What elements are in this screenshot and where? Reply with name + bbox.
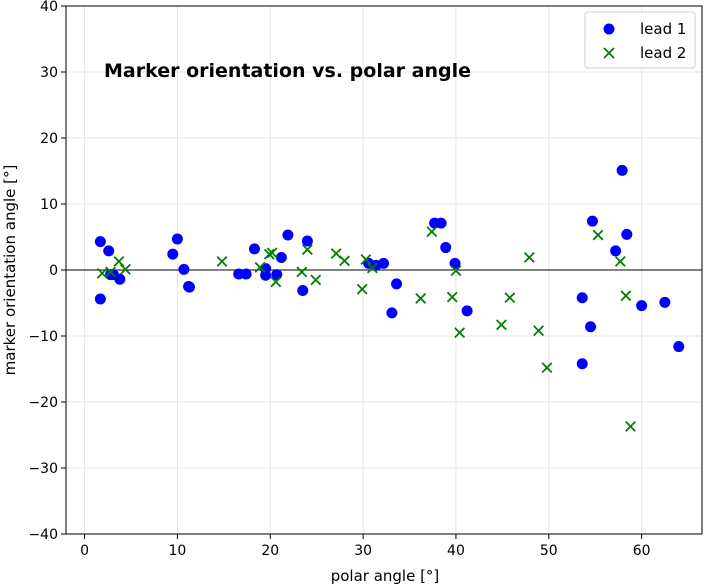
- x-tick-label: 30: [354, 543, 372, 559]
- y-tick-label: 40: [40, 0, 58, 15]
- lead-1-point: [301, 235, 313, 247]
- lead-2-point: [266, 247, 278, 259]
- lead-1-point: [94, 236, 106, 248]
- lead-1-point: [178, 263, 190, 275]
- axis-ticks: 0 10 20 30 40 50 60 −40 −30 −20 −10 0 10 20 30 40: [28, 0, 650, 559]
- legend-lead1-label: lead 1: [640, 20, 686, 38]
- legend: lead 1 lead 2: [584, 11, 696, 69]
- lead-2-point: [625, 420, 636, 432]
- lead-2-point: [360, 254, 372, 265]
- lead-2-point: [450, 265, 462, 277]
- lead-2-point: [415, 292, 427, 304]
- lead-2-point: [356, 283, 368, 295]
- y-tick-label: 0: [49, 263, 58, 279]
- lead-1-point: [636, 300, 648, 312]
- lead-2-point: [310, 274, 322, 286]
- y-tick-label: 30: [40, 65, 58, 81]
- lead-2-point: [504, 292, 516, 304]
- lead-1-point: [461, 305, 473, 317]
- y-tick-label: −30: [28, 461, 58, 477]
- lead-1-point: [391, 278, 403, 290]
- y-tick-label: 20: [40, 131, 58, 147]
- lead-2-point: [216, 255, 228, 267]
- lead-2-point: [426, 226, 438, 238]
- lead-2-point: [496, 319, 507, 331]
- x-tick-label: 40: [447, 543, 465, 559]
- lead-2-point: [523, 252, 535, 263]
- lead-1-point: [621, 228, 633, 240]
- lead-1-point: [171, 233, 183, 245]
- lead-2-point: [119, 263, 131, 275]
- lead-2-point: [614, 255, 626, 267]
- lead-2-point: [254, 261, 266, 273]
- lead-2-point: [446, 291, 458, 303]
- y-tick-label: 10: [40, 197, 58, 213]
- lead-1-point: [378, 257, 390, 269]
- lead-1-point: [386, 307, 398, 319]
- data-points: [94, 164, 685, 432]
- lead-2-point: [105, 266, 117, 278]
- lead-1-point: [282, 229, 294, 241]
- lead-1-point: [248, 243, 260, 255]
- y-tick-label: −40: [28, 527, 58, 543]
- legend-lead2-label: lead 2: [640, 44, 686, 62]
- lead-2-point: [296, 266, 308, 278]
- lead-1-point: [240, 268, 252, 280]
- lead-1-point: [659, 296, 671, 308]
- x-tick-label: 0: [80, 543, 89, 559]
- x-axis-label: polar angle [°]: [331, 567, 440, 585]
- lead-1-point: [103, 245, 115, 257]
- lead-1-point: [275, 251, 287, 263]
- x-tick-label: 10: [169, 543, 187, 559]
- lead-2-point: [541, 362, 553, 374]
- lead-2-point: [270, 276, 282, 288]
- lead-2-point: [96, 267, 108, 279]
- lead-1-point: [673, 341, 685, 353]
- lead-1-point: [616, 164, 628, 176]
- lead-1-point: [610, 245, 622, 257]
- lead-1-point: [440, 242, 452, 254]
- lead-1-point: [114, 273, 126, 285]
- y-axis-label: marker orientation angle [°]: [1, 165, 19, 376]
- chart-title: Marker orientation vs. polar angle: [104, 60, 471, 82]
- lead-2-point: [339, 255, 350, 267]
- lead-1-point: [576, 292, 588, 304]
- lead-2-point: [263, 248, 275, 260]
- x-tick-label: 60: [633, 543, 651, 559]
- lead-1-point: [167, 248, 179, 260]
- lead-1-point: [586, 215, 598, 227]
- lead-2-point: [620, 290, 632, 302]
- lead-1-point: [94, 293, 106, 305]
- lead-1-point: [183, 281, 195, 293]
- lead-1-point: [297, 284, 309, 296]
- lead-1-point: [585, 321, 597, 333]
- x-tick-label: 20: [261, 543, 279, 559]
- lead-2-point: [301, 244, 313, 255]
- lead-1-point: [435, 217, 447, 229]
- legend-lead1-marker: [603, 23, 615, 35]
- y-tick-label: −20: [28, 395, 58, 411]
- lead-2-point: [533, 325, 545, 337]
- lead-2-point: [366, 262, 378, 274]
- lead-2-point: [592, 229, 604, 241]
- lead-2-point: [113, 255, 125, 267]
- y-tick-label: −10: [28, 329, 58, 345]
- legend-lead2-marker: [603, 47, 615, 59]
- x-tick-label: 50: [540, 543, 558, 559]
- lead-2-point: [454, 327, 466, 339]
- lead-1-point: [576, 358, 588, 370]
